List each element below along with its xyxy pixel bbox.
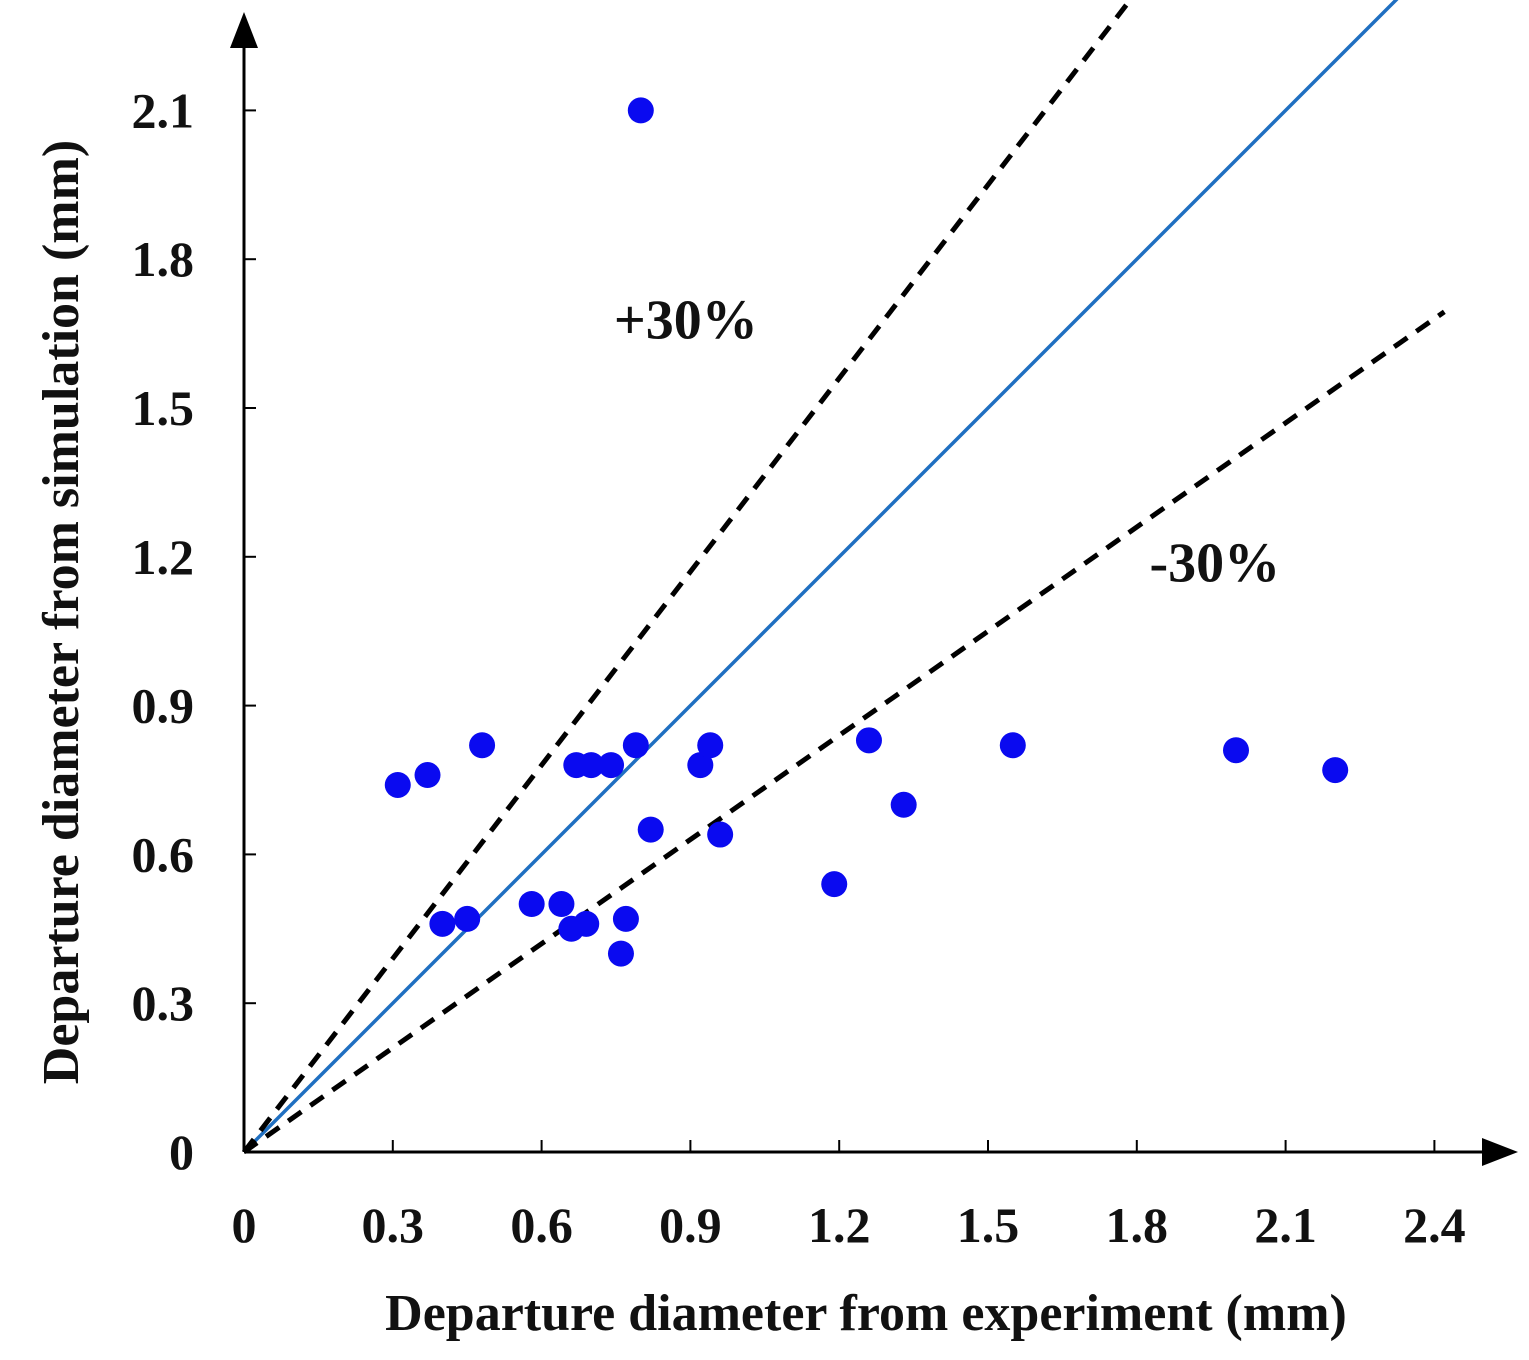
tick-marks-layer (244, 109, 1436, 1152)
x-tick-label: 0.6 (510, 1197, 573, 1253)
data-point (999, 732, 1026, 759)
reference-line (242, 309, 1446, 1155)
data-point (384, 771, 411, 798)
axes-layer (230, 12, 1518, 1166)
reference-line (242, 0, 1399, 1154)
y-axis-title: Departure diameter from simulation (mm) (33, 140, 90, 1084)
data-point (598, 752, 625, 779)
data-point (637, 816, 664, 843)
y-axis-arrow-icon (230, 12, 258, 48)
data-point (855, 727, 882, 754)
data-point (578, 752, 605, 779)
data-point (429, 910, 456, 937)
x-axis-title: Departure diameter from experiment (mm) (385, 1285, 1347, 1342)
band-annotation-label: -30% (1150, 533, 1281, 595)
data-point (1223, 737, 1249, 764)
data-point (707, 821, 734, 848)
y-tick-label: 2.1 (132, 82, 195, 138)
data-point (622, 732, 649, 759)
y-tick-label: 0.3 (132, 975, 195, 1031)
y-tick-label: 1.2 (132, 529, 195, 585)
y-tick-label: 0 (169, 1124, 194, 1180)
data-point (607, 940, 634, 967)
x-tick-label: 1.2 (808, 1197, 871, 1253)
x-tick-label: 0.3 (362, 1197, 425, 1253)
y-tick-label: 0.6 (132, 826, 195, 882)
data-point (548, 891, 575, 917)
data-point (697, 732, 724, 759)
y-tick-label: 0.9 (132, 678, 195, 734)
x-tick-label: 1.8 (1106, 1197, 1169, 1253)
labels-layer: 0 0.3 0.6 0.9 1.2 1.5 1.8 2.1 2.4 0 0.3 0.6 0.9 1.2 1.… (33, 82, 1466, 1342)
y-tick-label: 1.5 (132, 380, 195, 436)
data-point (414, 762, 441, 789)
data-points-layer (384, 97, 1349, 967)
x-tick-label: 2.4 (1403, 1197, 1466, 1253)
data-point (454, 905, 481, 932)
y-tick-label: 1.8 (132, 231, 195, 287)
data-point (890, 791, 917, 818)
data-point (469, 732, 496, 759)
data-point (627, 97, 654, 124)
data-point (518, 891, 545, 917)
reference-line (242, 0, 1134, 1154)
x-tick-label: 1.5 (957, 1197, 1020, 1253)
x-axis-arrow-icon (1482, 1138, 1518, 1166)
data-point (612, 905, 639, 932)
x-tick-label: 2.1 (1254, 1197, 1317, 1253)
x-tick-label: 0.9 (659, 1197, 722, 1253)
band-annotation-label: +30% (614, 290, 758, 352)
data-point (821, 871, 848, 898)
reference-lines-layer (242, 0, 1446, 1155)
data-point (1322, 757, 1349, 784)
data-point (573, 910, 600, 937)
x-tick-label: 0 (232, 1197, 257, 1253)
data-point (687, 752, 714, 779)
